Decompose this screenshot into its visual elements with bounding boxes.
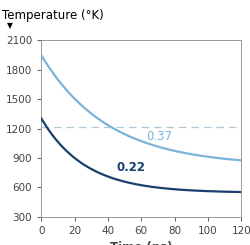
Text: 0.37: 0.37 <box>146 130 172 144</box>
X-axis label: Time (ns): Time (ns) <box>110 241 172 245</box>
Text: ▼: ▼ <box>6 21 12 30</box>
Text: 0.22: 0.22 <box>116 161 145 174</box>
Text: Temperature (°K): Temperature (°K) <box>2 9 104 22</box>
